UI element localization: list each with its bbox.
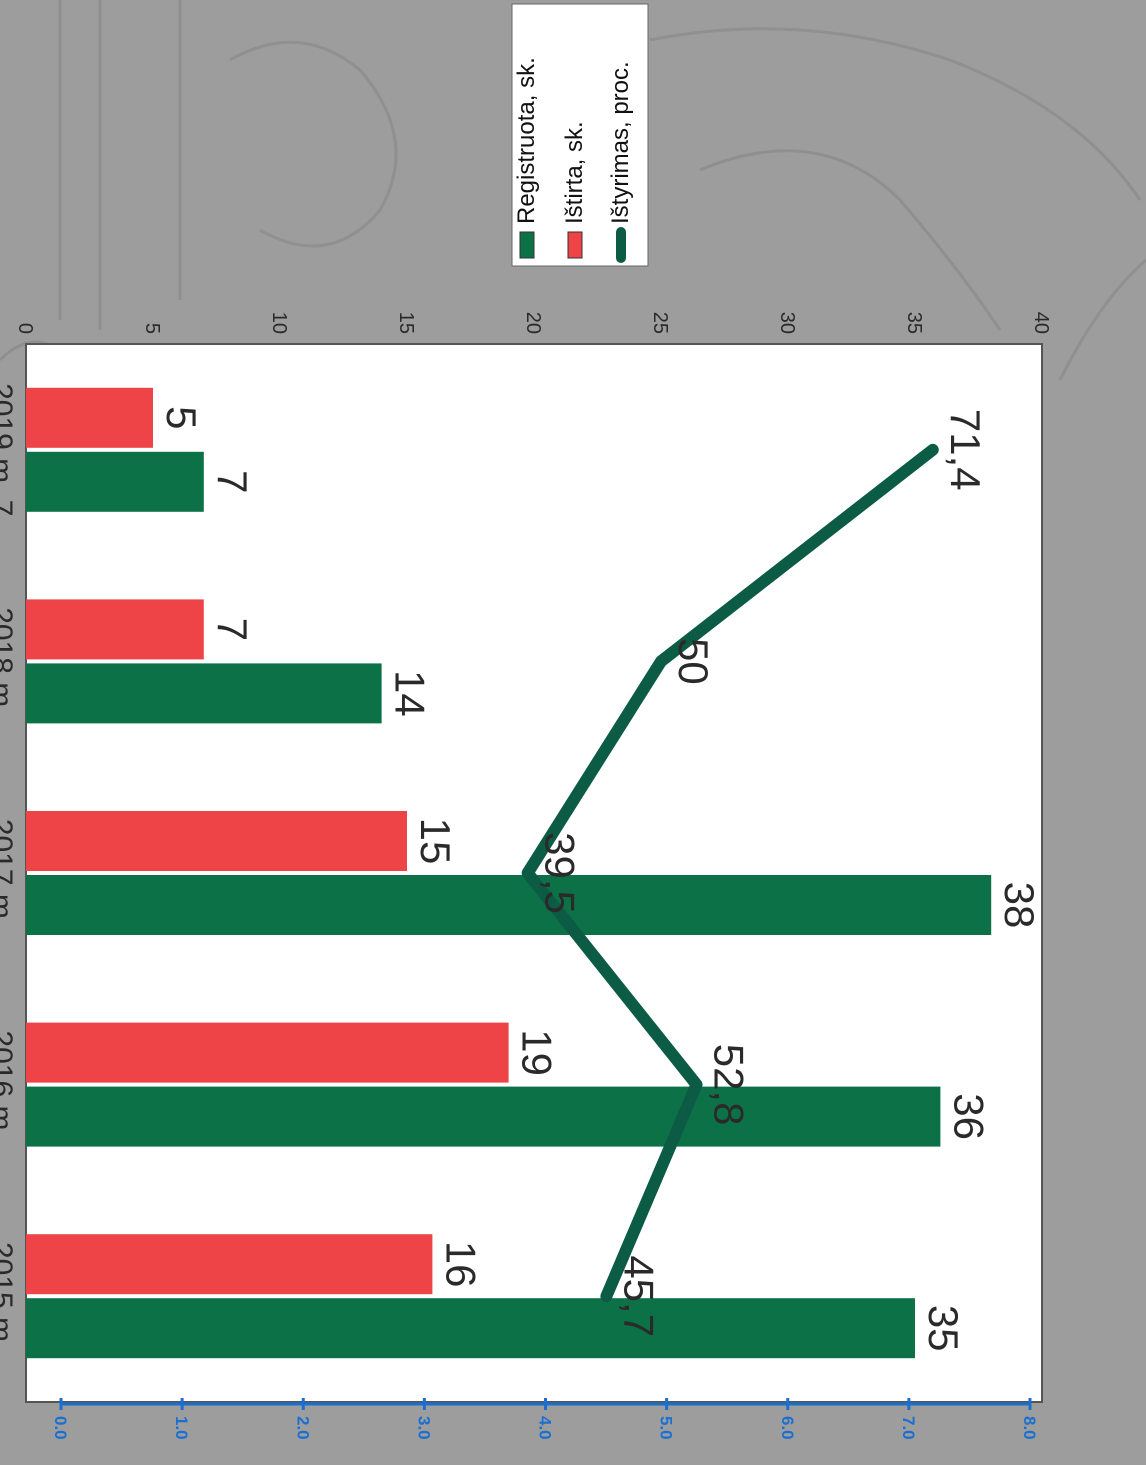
line-layer <box>521 443 939 1303</box>
secondary-tick-label-5: 5.0 <box>657 1416 676 1440</box>
legend-label-investigated: Ištirta, sk. <box>561 121 588 224</box>
primary-tick-label-8: 40 <box>1030 312 1052 334</box>
primary-tick-label-2: 10 <box>268 312 290 334</box>
category-label-4: 2019 m. 7 <box>0 383 18 516</box>
data-label-rate-1: 52,8 <box>706 1044 753 1126</box>
bars-layer <box>25 387 992 1359</box>
category-label-0: 2015 m. <box>0 1242 18 1350</box>
primary-tick-label-1: 5 <box>141 323 163 334</box>
primary-tick-label-7: 35 <box>903 312 925 334</box>
data-label-investigated-2: 15 <box>412 818 459 865</box>
secondary-tick-label-7: 7.0 <box>899 1416 918 1440</box>
data-label-registered-4: 7 <box>209 470 256 493</box>
legend-label-registered: Registruota, sk. <box>513 57 540 224</box>
bar-registered-3 <box>25 663 382 724</box>
data-label-rate-0: 45,7 <box>615 1255 662 1337</box>
data-label-investigated-1: 19 <box>514 1029 561 1076</box>
legend: Registruota, sk. Ištirta, sk. Ištyrimas,… <box>511 3 649 267</box>
bar-registered-1 <box>25 1086 941 1147</box>
data-label-rate-2: 39,5 <box>537 832 584 914</box>
primary-tick-label-0: 0 <box>14 323 36 334</box>
data-label-registered-3: 14 <box>387 670 434 717</box>
primary-tick-label-6: 30 <box>776 312 798 334</box>
bar-registered-4 <box>25 451 204 512</box>
bar-registered-0 <box>26 1298 915 1359</box>
secondary-tick-label-3: 3.0 <box>414 1416 433 1440</box>
primary-tick-label-4: 20 <box>522 312 544 334</box>
category-label-3: 2018 m. <box>0 607 18 715</box>
primary-tick-label-5: 25 <box>649 312 671 334</box>
bar-investigated-0 <box>26 1234 433 1295</box>
legend-label-rate: Ištyrimas, proc. <box>607 61 634 224</box>
data-label-investigated-4: 5 <box>158 406 205 429</box>
bar-investigated-4 <box>26 387 153 448</box>
legend-swatch-investigated <box>567 231 583 259</box>
data-label-investigated-3: 7 <box>209 618 256 641</box>
data-label-registered-0: 35 <box>920 1305 967 1352</box>
labels-layer: 35 16 2015 m. 36 19 2016 m. 38 15 2017 m. 14 7 2018… <box>0 383 1043 1351</box>
axes-layer: 0 5 10 15 20 25 30 35 40 0.0 1.0 2.0 3.0 4.0 5.0 6.0 7.0… <box>14 312 1052 1440</box>
secondary-tick-label-1: 1.0 <box>172 1416 191 1440</box>
data-label-registered-2: 38 <box>996 882 1043 929</box>
data-label-rate-4: 71,4 <box>942 409 989 491</box>
data-label-investigated-0: 16 <box>437 1241 484 1288</box>
secondary-tick-label-6: 6.0 <box>778 1416 797 1440</box>
data-label-rate-3: 50 <box>670 638 717 685</box>
secondary-tick-label-2: 2.0 <box>293 1416 312 1440</box>
category-label-2: 2017 m. <box>0 819 18 927</box>
bar-registered-2 <box>25 875 992 935</box>
category-label-1: 2016 m. <box>0 1030 18 1138</box>
background-decoration <box>0 0 1146 381</box>
bar-investigated-1 <box>25 1022 509 1083</box>
bar-investigated-3 <box>25 599 204 660</box>
line-series-rate <box>521 443 939 1303</box>
secondary-tick-label-4: 4.0 <box>536 1416 555 1440</box>
primary-tick-label-3: 15 <box>395 312 417 334</box>
data-label-registered-1: 36 <box>945 1093 992 1140</box>
secondary-tick-label-0: 0.0 <box>51 1416 70 1440</box>
bar-investigated-2 <box>26 811 407 871</box>
legend-swatch-registered <box>519 231 535 259</box>
secondary-tick-label-8: 8.0 <box>1020 1416 1039 1440</box>
